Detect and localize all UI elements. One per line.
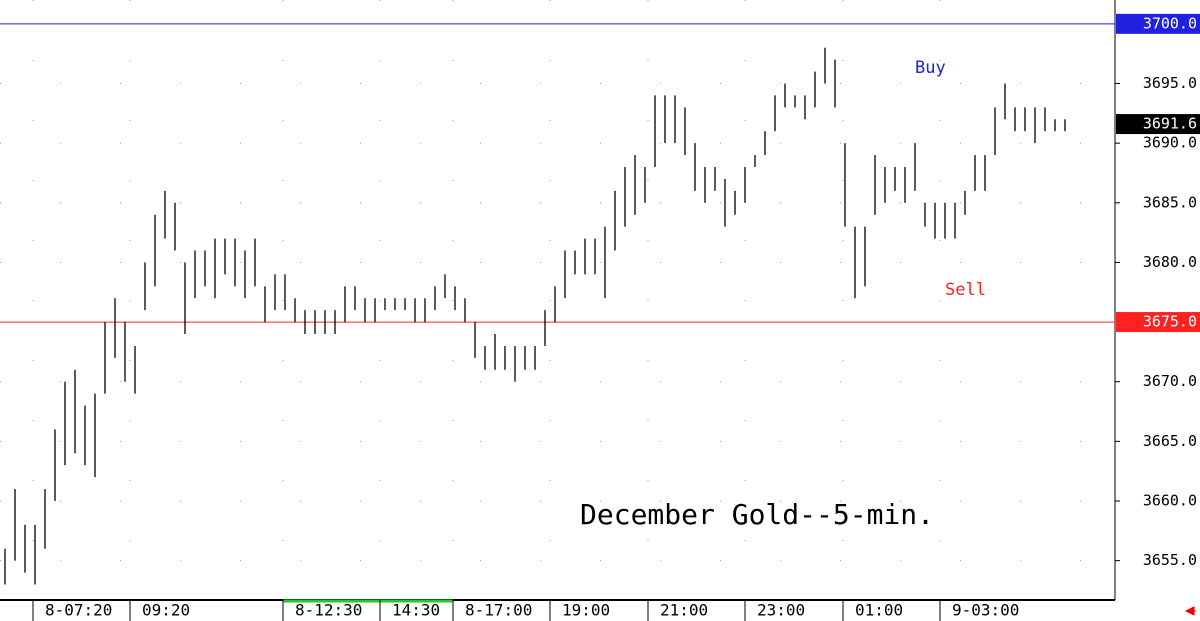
y-tick-label: 3690.0 [1143, 134, 1197, 152]
y-tick-label: 3670.0 [1143, 372, 1197, 390]
level-label-box [1116, 13, 1200, 34]
y-tick-label: 3685.0 [1143, 193, 1197, 211]
x-tick-label: 19:00 [562, 601, 610, 620]
x-tick-label: 8-17:00 [465, 601, 532, 620]
level-label: 3700.0 [1143, 14, 1197, 32]
y-tick-label: 3680.0 [1143, 253, 1197, 271]
x-tick-label: 21:00 [660, 601, 708, 620]
level-name: Sell [945, 280, 986, 300]
x-tick-label: 8-07:20 [45, 601, 112, 620]
x-tick-label: 9-03:00 [952, 601, 1019, 620]
y-tick-label: 3695.0 [1143, 74, 1197, 92]
level-label-box [1116, 312, 1200, 333]
y-tick-label: 3655.0 [1143, 551, 1197, 569]
level-label: 3675.0 [1143, 313, 1197, 331]
level-name: Buy [915, 58, 946, 78]
chart-title: December Gold--5-min. [580, 498, 934, 531]
y-tick-label: 3660.0 [1143, 491, 1197, 509]
x-tick-label: 01:00 [855, 601, 903, 620]
last-price-label: 3691.6 [1143, 115, 1197, 133]
x-tick-label: 09:20 [142, 601, 190, 620]
x-tick-label: 23:00 [757, 601, 805, 620]
y-tick-label: 3665.0 [1143, 432, 1197, 450]
x-tick-label: 8-12:30 [295, 601, 362, 620]
last-price-box [1116, 114, 1200, 135]
x-tick-label: 14:30 [392, 601, 440, 620]
scroll-arrow[interactable] [1184, 606, 1196, 616]
